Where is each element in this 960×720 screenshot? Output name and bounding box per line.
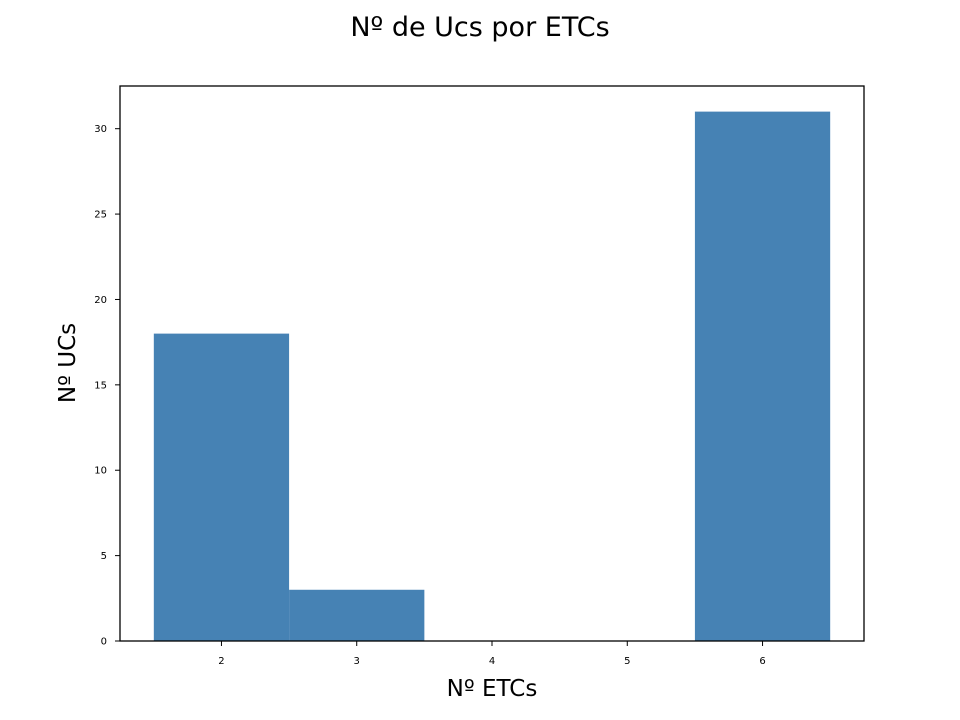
bars-group [153,111,831,642]
y-axis-label: Nº UCs [55,323,81,403]
x-tick-label: 6 [759,656,765,667]
bar-6 [694,111,831,642]
y-tick-label: 5 [101,551,107,562]
y-tick-label: 0 [101,637,107,648]
y-tick-label: 10 [94,466,107,477]
y-tick-label: 20 [94,295,107,306]
plot-frame [119,85,865,642]
x-tick-label: 5 [624,656,630,667]
x-axis-ticks: 2 3 4 5 6 [218,641,766,667]
y-tick-label: 30 [94,124,107,135]
x-tick-label: 3 [354,656,360,667]
x-tick-label: 2 [218,656,224,667]
bar-2 [153,333,290,641]
y-tick-label: 25 [94,210,107,221]
x-axis-label: Nº ETCs [447,676,538,702]
y-axis-ticks: 0 5 10 15 20 25 30 [94,124,120,648]
y-tick-label: 15 [94,380,107,391]
x-tick-label: 4 [489,656,495,667]
chart-title: Nº de Ucs por ETCs [350,12,609,43]
bar-3 [289,589,425,641]
